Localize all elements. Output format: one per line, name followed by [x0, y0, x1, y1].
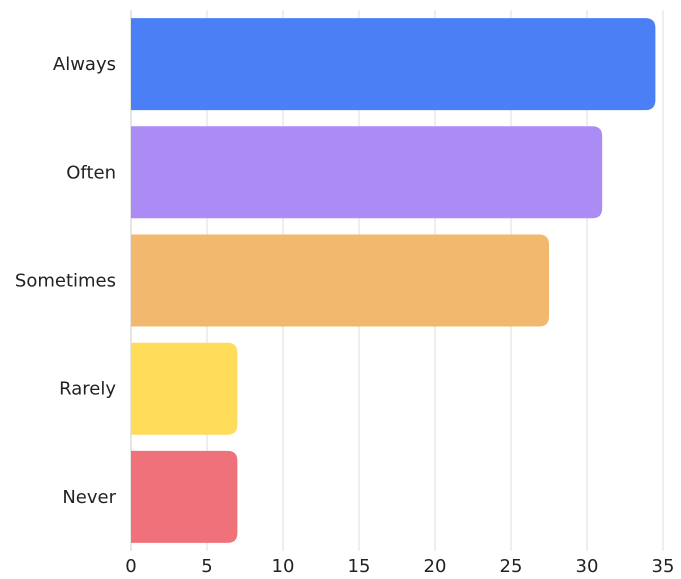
x-tick-label: 25 — [500, 556, 523, 577]
category-label-rarely: Rarely — [59, 379, 116, 400]
category-label-always: Always — [53, 54, 116, 75]
x-tick-label: 30 — [576, 556, 599, 577]
x-tick-labels: 0 5 10 15 20 25 30 35 — [125, 556, 674, 577]
bar-sometimes — [131, 234, 549, 327]
category-label-sometimes: Sometimes — [15, 271, 116, 292]
x-tick-label: 20 — [424, 556, 447, 577]
bar-always — [131, 18, 656, 111]
bar-rarely — [131, 342, 238, 435]
x-tick-label: 10 — [272, 556, 295, 577]
x-tick-label: 35 — [652, 556, 675, 577]
bars — [131, 18, 656, 543]
bar-often — [131, 126, 603, 219]
category-label-often: Often — [66, 162, 116, 183]
x-tick-label: 0 — [125, 556, 136, 577]
category-labels: Always Often Sometimes Rarely Never — [15, 54, 117, 508]
bar-never — [131, 450, 238, 543]
x-tick-label: 5 — [201, 556, 212, 577]
x-tick-label: 15 — [348, 556, 371, 577]
category-label-never: Never — [62, 487, 116, 508]
